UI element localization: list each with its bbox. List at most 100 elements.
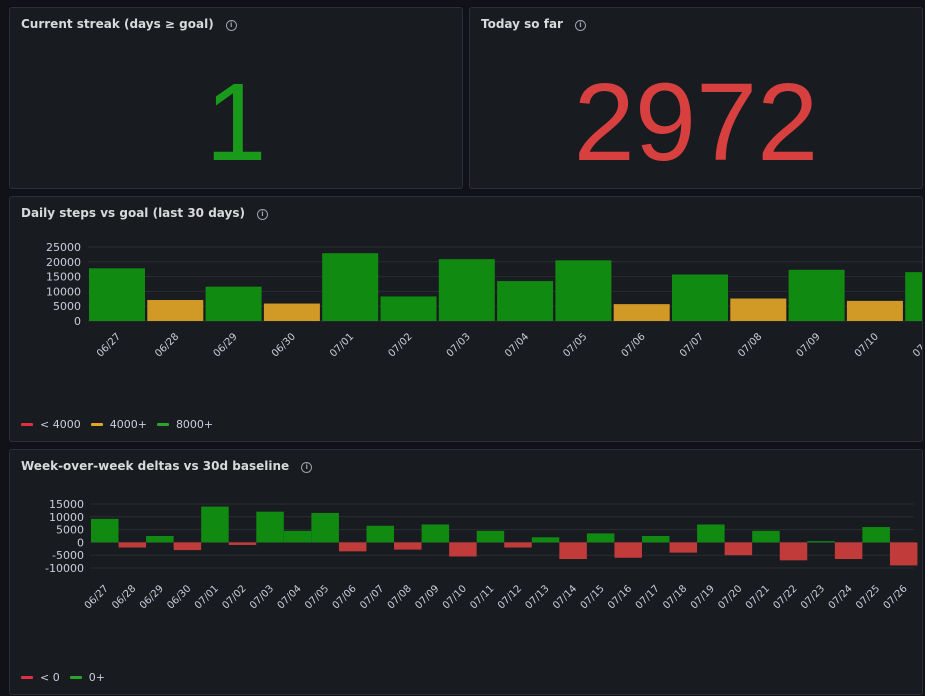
bar[interactable] — [256, 511, 284, 543]
bar[interactable] — [586, 533, 615, 543]
bar[interactable] — [263, 303, 320, 321]
x-tick-label: 06/27 — [83, 583, 111, 611]
bar[interactable] — [438, 259, 495, 321]
y-tick-label: 0 — [74, 315, 81, 328]
streak-title: Current streak (days ≥ goal) — [21, 17, 214, 31]
bar[interactable] — [146, 536, 174, 543]
bar[interactable] — [147, 299, 204, 321]
bar[interactable] — [614, 542, 642, 558]
y-tick-label: -5000 — [52, 549, 84, 562]
bar[interactable] — [697, 524, 725, 543]
x-tick-label: 07/11 — [468, 583, 496, 611]
x-tick-label: 07/24 — [827, 583, 855, 611]
weekly-legend: < 0 0+ — [21, 671, 105, 684]
legend-item[interactable]: 0+ — [69, 671, 105, 684]
bar[interactable] — [91, 518, 119, 543]
x-tick-label: 07/18 — [661, 583, 689, 611]
x-tick-label: 07/01 — [328, 331, 356, 359]
bar[interactable] — [366, 525, 395, 543]
bar[interactable] — [338, 542, 367, 552]
legend-item[interactable]: 8000+ — [156, 418, 214, 431]
bar[interactable] — [173, 542, 202, 551]
y-tick-label: 20000 — [46, 256, 81, 269]
x-tick-label: 07/02 — [386, 331, 414, 359]
bar[interactable] — [311, 512, 339, 543]
legend-item[interactable]: 4000+ — [90, 418, 147, 431]
x-tick-label: 07/20 — [716, 583, 744, 611]
bar[interactable] — [724, 542, 753, 556]
info-icon[interactable]: i — [574, 20, 586, 31]
legend-label: < 4000 — [40, 418, 81, 431]
x-tick-label: 07/08 — [386, 583, 414, 611]
bar[interactable] — [89, 268, 145, 321]
x-tick-label: 07/04 — [276, 583, 304, 611]
y-tick-label: 15000 — [46, 271, 81, 284]
info-icon[interactable]: i — [225, 20, 237, 31]
x-tick-label: 06/28 — [110, 583, 138, 611]
bar[interactable] — [555, 260, 612, 321]
panel-title: Today so far i — [481, 17, 586, 31]
bar[interactable] — [889, 542, 918, 566]
y-tick-label: 0 — [77, 536, 84, 549]
panel-title: Week-over-week deltas vs 30d baseline i — [21, 459, 313, 473]
x-tick-label: 06/30 — [270, 331, 298, 359]
legend-item[interactable]: < 0 — [21, 671, 60, 684]
bar[interactable] — [201, 506, 229, 543]
streak-panel: Current streak (days ≥ goal) i 1 — [9, 7, 463, 189]
bar[interactable] — [118, 542, 147, 548]
bar[interactable] — [846, 300, 903, 321]
x-tick-label: 07/03 — [445, 331, 473, 359]
bar[interactable] — [205, 286, 262, 321]
bar[interactable] — [779, 542, 808, 561]
x-tick-label: 06/28 — [153, 331, 181, 359]
panel-title: Current streak (days ≥ goal) i — [21, 17, 237, 31]
x-tick-label: 06/30 — [165, 583, 193, 611]
bar[interactable] — [421, 524, 450, 543]
bar[interactable] — [394, 542, 422, 550]
info-icon[interactable]: i — [256, 209, 268, 220]
bar[interactable] — [449, 542, 477, 557]
x-tick-label: 07/23 — [799, 583, 827, 611]
bar[interactable] — [228, 542, 257, 545]
bar[interactable] — [559, 542, 587, 560]
bar[interactable] — [752, 530, 780, 543]
x-tick-label: 07/11 — [911, 331, 923, 359]
x-tick-label: 07/14 — [551, 583, 579, 611]
bar[interactable] — [807, 541, 835, 543]
legend-item[interactable]: < 4000 — [21, 418, 81, 431]
weekly-title: Week-over-week deltas vs 30d baseline — [21, 459, 290, 473]
y-tick-label: 25000 — [46, 241, 81, 254]
bar[interactable] — [497, 281, 554, 321]
bar[interactable] — [504, 542, 532, 548]
today-title: Today so far — [481, 17, 563, 31]
bar[interactable] — [730, 298, 787, 321]
x-tick-label: 07/15 — [579, 583, 607, 611]
info-icon[interactable]: i — [301, 462, 313, 473]
x-tick-label: 07/06 — [620, 331, 648, 359]
bar[interactable] — [905, 272, 923, 321]
bar[interactable] — [862, 527, 890, 543]
x-tick-label: 07/26 — [882, 583, 910, 611]
bar[interactable] — [283, 530, 312, 543]
bar[interactable] — [531, 537, 560, 543]
bar[interactable] — [613, 304, 670, 321]
bar[interactable] — [322, 253, 379, 321]
y-tick-label: 5000 — [56, 524, 84, 537]
x-tick-label: 07/25 — [854, 583, 882, 611]
bar[interactable] — [642, 536, 670, 543]
legend-label: 8000+ — [175, 418, 214, 431]
y-tick-label: 10000 — [49, 511, 84, 524]
bar[interactable] — [669, 542, 698, 553]
bar[interactable] — [380, 296, 437, 321]
x-tick-label: 06/29 — [138, 583, 166, 611]
x-tick-label: 07/09 — [413, 583, 441, 611]
bar[interactable] — [834, 542, 863, 560]
bar[interactable] — [476, 530, 505, 543]
bar[interactable] — [672, 274, 728, 321]
x-tick-label: 07/02 — [220, 583, 248, 611]
x-tick-label: 07/06 — [331, 583, 359, 611]
bar[interactable] — [788, 269, 845, 321]
x-tick-label: 07/13 — [524, 583, 552, 611]
